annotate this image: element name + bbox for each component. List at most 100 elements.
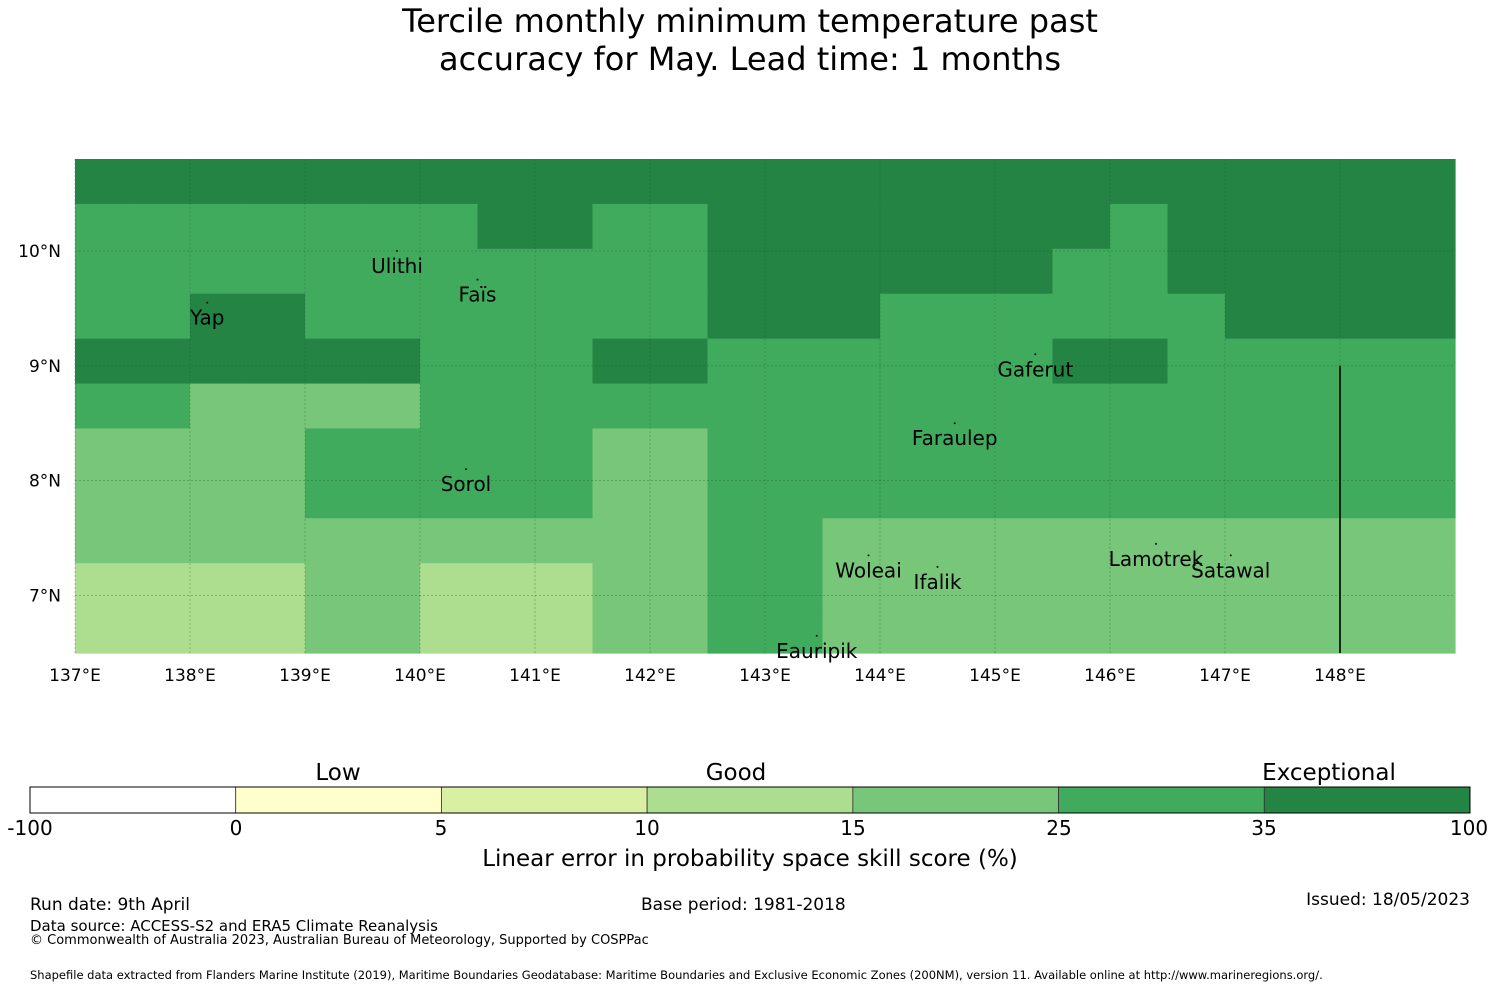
colorbar-bin [441, 786, 648, 814]
island-marker [1034, 353, 1037, 356]
grid-cell [707, 338, 766, 385]
grid-cell [592, 248, 651, 295]
grid-cell [420, 203, 479, 250]
grid-cell [1052, 293, 1111, 340]
grid-cell [1340, 518, 1399, 564]
grid-cell [190, 608, 249, 654]
grid-cell [75, 473, 134, 519]
lon-tick-label: 143°E [739, 666, 791, 686]
island-label: Satawal [1191, 558, 1270, 582]
grid-cell [822, 248, 881, 295]
grid-cell [305, 608, 364, 654]
grid-cell [822, 203, 881, 250]
grid-cell [707, 203, 766, 250]
colorbar-tick: 25 [1046, 816, 1072, 840]
colorbar-frame [29, 786, 1471, 814]
grid-cell [247, 518, 306, 564]
grid-cell [247, 293, 306, 340]
grid-cell [477, 203, 536, 250]
grid-cell [880, 159, 939, 205]
lon-tick-label: 138°E [164, 666, 216, 686]
grid-cell [995, 608, 1054, 654]
grid-cell [1052, 428, 1111, 474]
grid-cell [535, 383, 594, 430]
grid-cell [132, 563, 191, 609]
grid-cell [1397, 248, 1456, 295]
grid-cell [592, 473, 651, 519]
grid-cell [75, 518, 134, 564]
grid-cell [535, 293, 594, 340]
title-line-1: Tercile monthly minimum temperature past [402, 2, 1098, 40]
grid-cell [1282, 428, 1341, 474]
grid-cell [132, 428, 191, 474]
base-period: Base period: 1981-2018 [641, 895, 846, 915]
grid-cell [1167, 473, 1226, 519]
grid-cell [592, 428, 651, 474]
shapefile-credit: Shapefile data extracted from Flanders M… [30, 968, 1323, 982]
grid-cell [1397, 338, 1456, 385]
grid-cell [765, 608, 824, 654]
colorbar-bin [1058, 786, 1265, 814]
grid-cell [1397, 383, 1456, 430]
graticule [74, 159, 1455, 653]
grid-cell [592, 608, 651, 654]
grid-cell [75, 203, 134, 250]
grid-cell [1110, 608, 1169, 654]
grid-cell [592, 383, 651, 430]
grid-cell [1225, 293, 1284, 340]
island-marker [953, 422, 956, 425]
grid-cell [247, 563, 306, 609]
grid-cell [1282, 248, 1341, 295]
grid-cell [1167, 518, 1226, 564]
grid-cell [707, 428, 766, 474]
lon-tick-label: 142°E [624, 666, 676, 686]
grid-cell [592, 293, 651, 340]
grid-cell [305, 159, 364, 205]
lon-tick-label: 141°E [509, 666, 561, 686]
grid-cell [880, 293, 939, 340]
grid-cell [75, 428, 134, 474]
grid-cell [132, 383, 191, 430]
grid-cell [1225, 203, 1284, 250]
grid-cell [765, 159, 824, 205]
grid-cell [1167, 338, 1226, 385]
grid-cell [1052, 563, 1111, 609]
colorbar-tick: 100 [1449, 816, 1489, 840]
grid-cell [75, 248, 134, 295]
grid-cell [1282, 563, 1341, 609]
grid-cell [995, 383, 1054, 430]
lat-tick-label: 8°N [29, 472, 61, 492]
grid-cell [1282, 159, 1341, 205]
grid-cell [995, 159, 1054, 205]
lat-tick-label: 10°N [18, 242, 61, 262]
grid-cell [650, 518, 709, 564]
grid-cell [535, 248, 594, 295]
grid-cell [937, 518, 996, 564]
grid-cell [1282, 518, 1341, 564]
grid-cell [1397, 563, 1456, 609]
grid-cell [707, 518, 766, 564]
island-label: Eauripik [776, 639, 858, 663]
grid-cell [1340, 203, 1399, 250]
run-date: Run date: 9th April [30, 895, 190, 915]
grid-cell [1052, 518, 1111, 564]
grid-cell [880, 473, 939, 519]
grid-cell [822, 518, 881, 564]
grid-cell [190, 293, 249, 340]
grid-cell [132, 248, 191, 295]
copyright: © Commonwealth of Australia 2023, Austra… [30, 933, 649, 948]
grid-cell [420, 608, 479, 654]
colorbar-tick: 35 [1251, 816, 1277, 840]
grid-cell [1282, 608, 1341, 654]
grid-cell [650, 248, 709, 295]
grid-cell [132, 608, 191, 654]
island-marker [867, 554, 870, 557]
category-exceptional: Exceptional [1262, 760, 1396, 786]
grid-cell [937, 563, 996, 609]
grid-cell [1397, 428, 1456, 474]
grid-cell [937, 203, 996, 250]
grid-cell [707, 159, 766, 205]
colorbar [29, 786, 1471, 814]
grid-cell [822, 293, 881, 340]
grid-cell [420, 518, 479, 564]
